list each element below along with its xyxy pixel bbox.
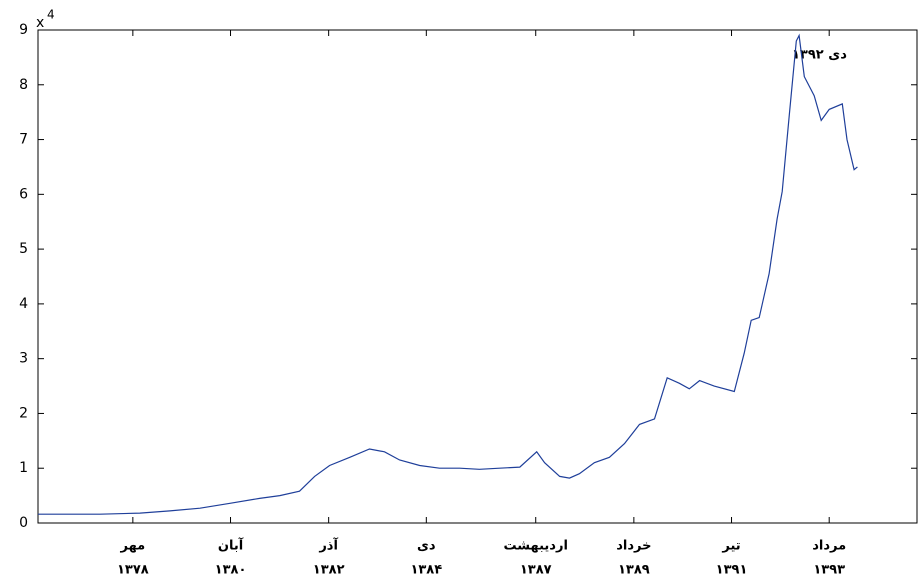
x-tick-year: ۱۳۸۲ xyxy=(313,563,345,578)
x-tick-year: ۱۳۸۴ xyxy=(410,563,442,578)
y-multiplier-base: x xyxy=(36,15,44,31)
y-tick-label: 9 xyxy=(19,22,28,38)
y-tick-label: 7 xyxy=(19,132,28,148)
x-tick-year: ۱۳۸۹ xyxy=(618,563,650,578)
x-tick-label: مرداد xyxy=(812,539,846,554)
x-tick-label: مهر xyxy=(119,539,145,554)
x-tick-year: ۱۳۹۱ xyxy=(716,563,748,578)
y-tick-label: 3 xyxy=(19,351,28,367)
x-tick-year: ۱۳۸۷ xyxy=(520,563,552,578)
y-tick-label: 5 xyxy=(19,241,28,257)
x-tick-label: آبان xyxy=(218,537,244,554)
y-tick-label: 8 xyxy=(19,77,28,93)
x-tick-label: تیر xyxy=(721,539,740,554)
y-tick-label: 6 xyxy=(19,186,28,202)
annotation: دی ۱۳۹۲ xyxy=(792,48,847,63)
x-tick-year: ۱۳۸۰ xyxy=(215,563,247,578)
plot-frame xyxy=(37,29,918,524)
x-tick-label: خرداد xyxy=(616,539,651,554)
x-tick-year: ۱۳۹۳ xyxy=(813,563,845,578)
y-tick-label: 4 xyxy=(19,296,28,312)
y-tick-label: 1 xyxy=(19,460,28,476)
y-multiplier-exponent: 4 xyxy=(47,8,55,22)
x-tick-year: ۱۳۷۸ xyxy=(117,563,149,578)
y-tick-label: 2 xyxy=(19,405,28,421)
y-tick-label: 0 xyxy=(19,515,28,531)
x-tick-label: اردیبهشت xyxy=(504,539,568,554)
price-line xyxy=(38,33,858,515)
x-tick-label: دی xyxy=(417,539,436,554)
x-tick-label: آذر xyxy=(318,537,338,554)
